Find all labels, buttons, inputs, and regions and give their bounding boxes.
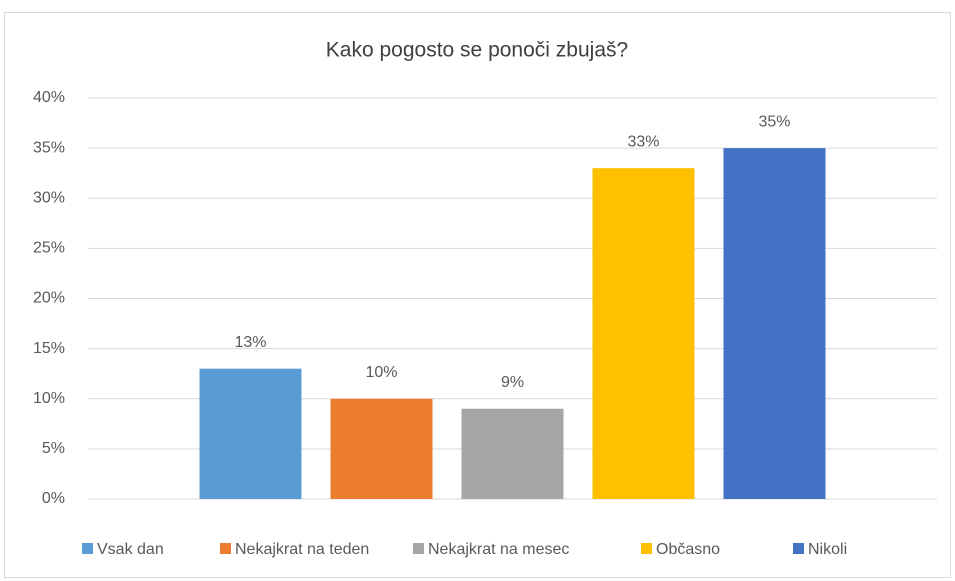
bar	[723, 148, 826, 499]
y-tick-label: 10%	[33, 390, 65, 407]
y-tick-label: 5%	[42, 440, 65, 457]
data-label: 9%	[501, 374, 524, 391]
legend-swatch	[413, 543, 424, 554]
y-tick-label: 15%	[33, 340, 65, 357]
data-label: 13%	[234, 334, 266, 351]
data-label: 10%	[365, 364, 397, 381]
legend-label: Nekajkrat na teden	[235, 541, 369, 558]
legend-swatch	[793, 543, 804, 554]
bar	[592, 168, 695, 500]
legend-label: Nekajkrat na mesec	[428, 541, 569, 558]
legend-label: Občasno	[656, 541, 720, 558]
legend-swatch	[641, 543, 652, 554]
data-label: 33%	[627, 133, 659, 150]
y-tick-label: 35%	[33, 139, 65, 156]
data-label: 35%	[758, 113, 790, 130]
legend-swatch	[220, 543, 231, 554]
y-tick-label: 30%	[33, 189, 65, 206]
legend-swatch	[82, 543, 93, 554]
y-tick-label: 20%	[33, 290, 65, 307]
y-tick-label: 40%	[33, 89, 65, 106]
y-tick-label: 0%	[42, 490, 65, 507]
y-tick-label: 25%	[33, 240, 65, 257]
bar	[461, 408, 564, 499]
legend-label: Vsak dan	[97, 541, 164, 558]
legend-label: Nikoli	[808, 541, 847, 558]
chart-title: Kako pogosto se ponoči zbujaš?	[326, 39, 628, 62]
bar	[330, 398, 433, 499]
bar	[199, 368, 302, 499]
